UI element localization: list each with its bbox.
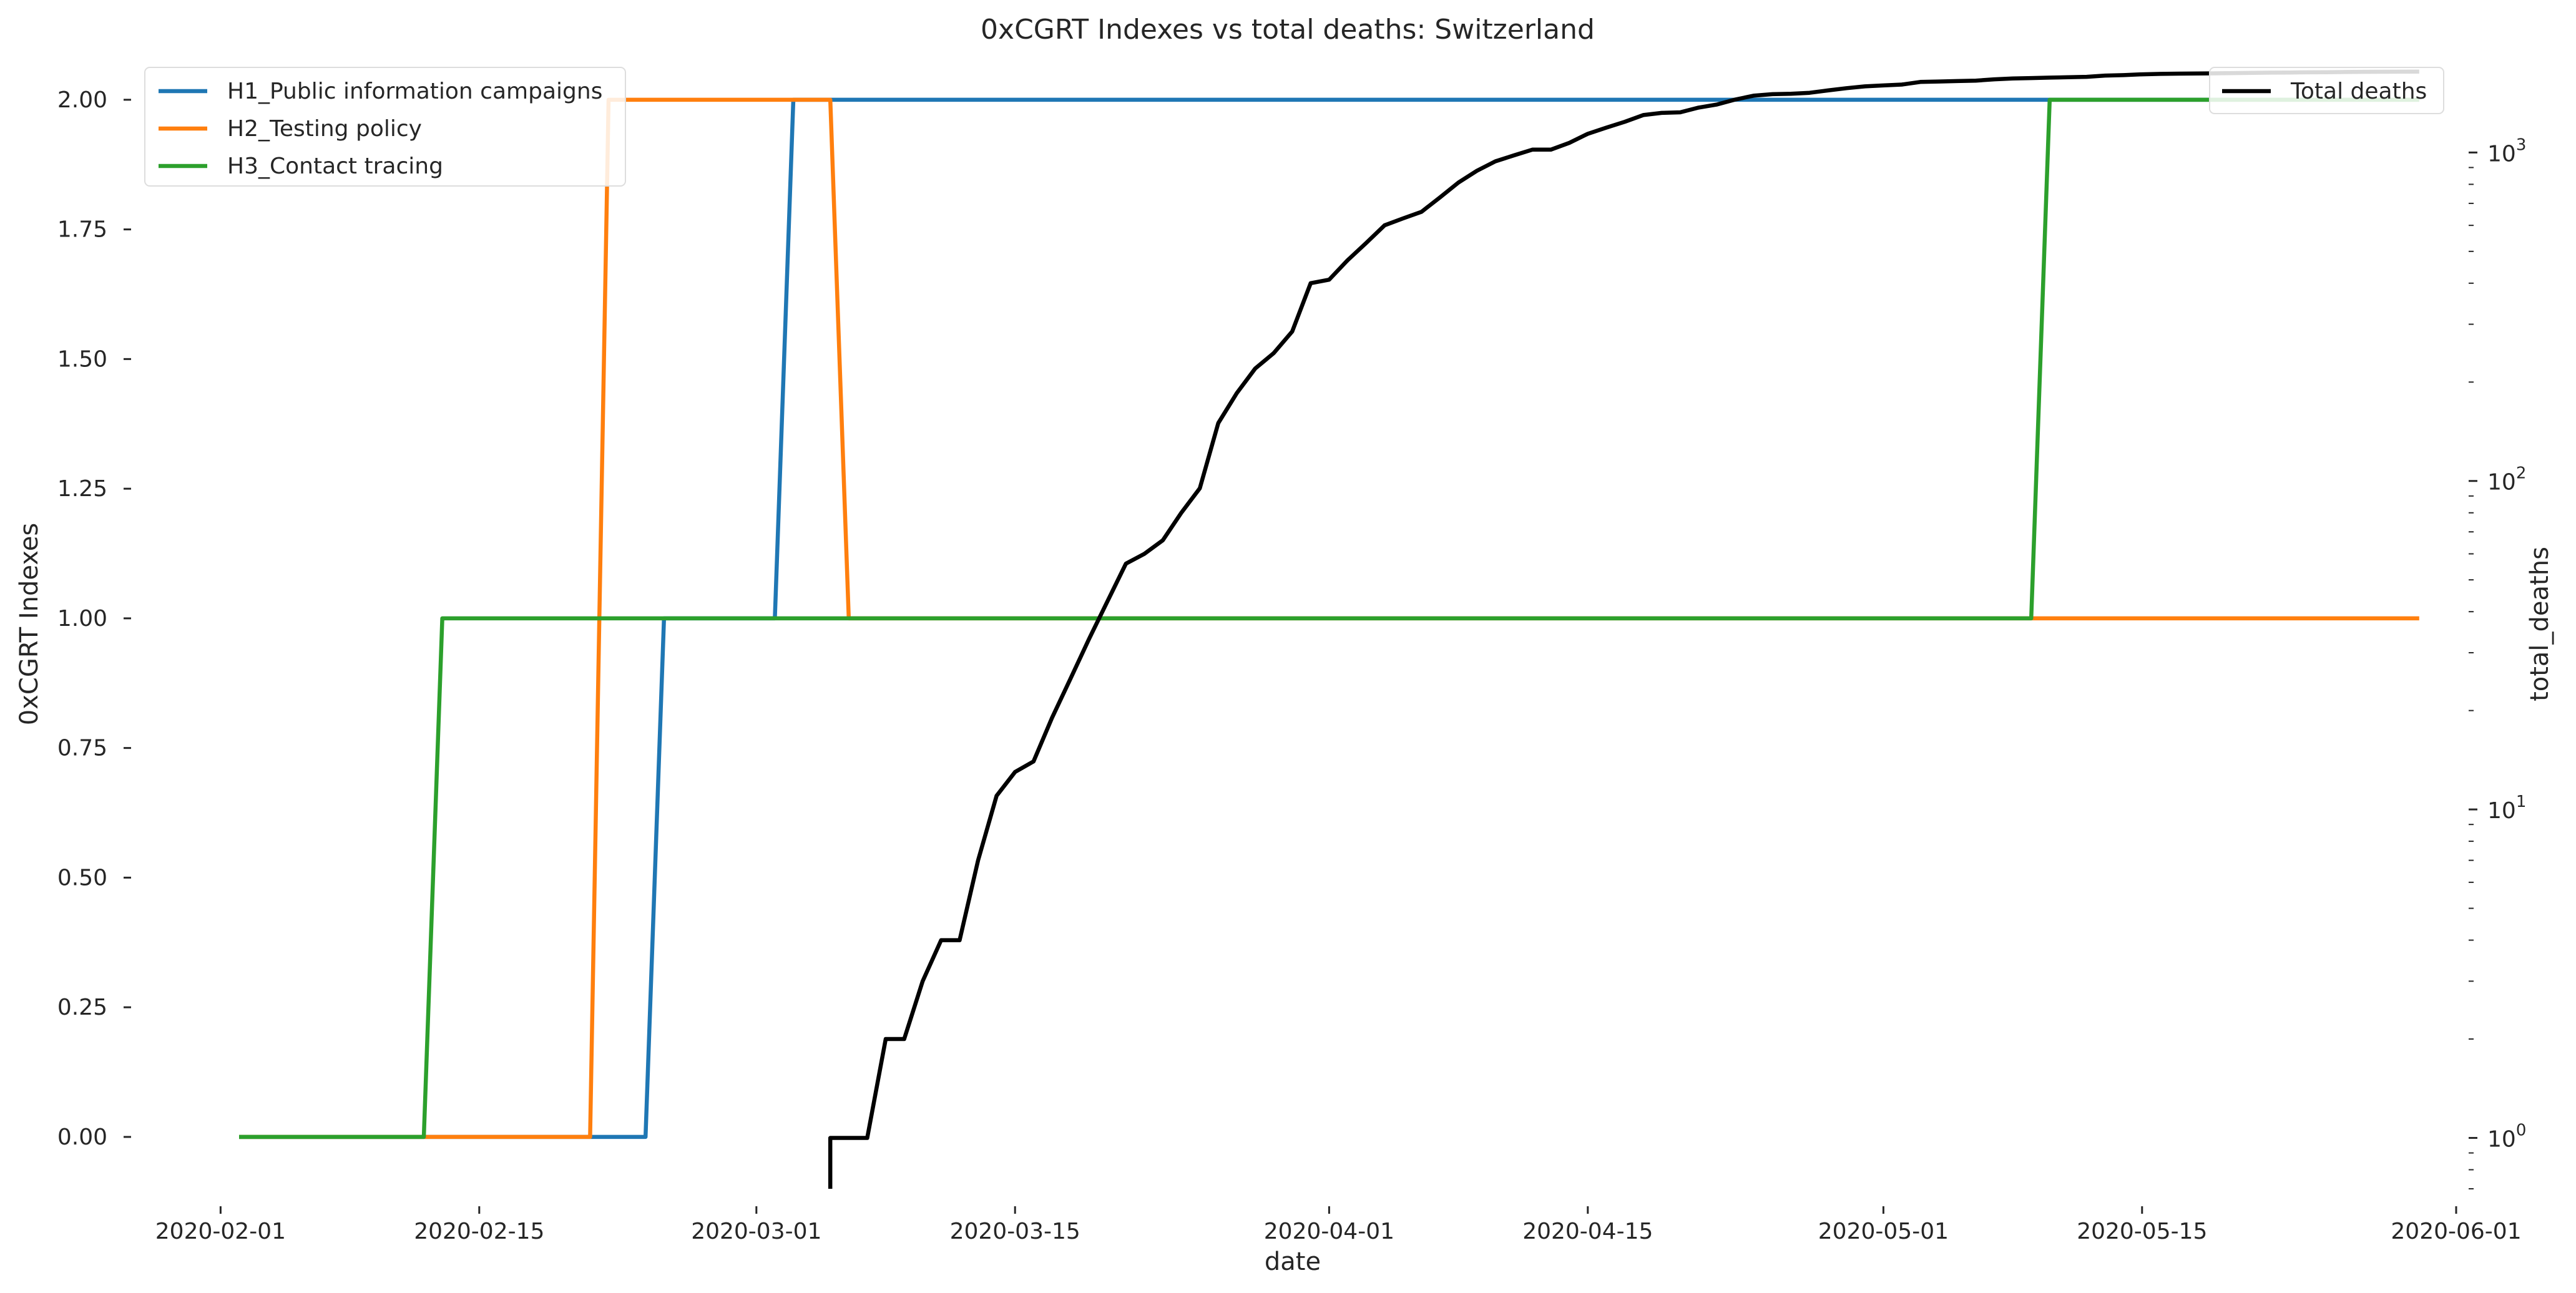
y-tick-label: 1.50	[57, 346, 107, 372]
y-tick-label: 0.25	[57, 995, 107, 1020]
x-tick-label: 2020-05-15	[2077, 1219, 2207, 1244]
y2-tick-base: 10	[2487, 141, 2516, 167]
x-tick-label: 2020-05-01	[1818, 1219, 1949, 1244]
x-tick-label: 2020-02-15	[414, 1219, 544, 1244]
y2-tick-exponent: 2	[2516, 464, 2527, 483]
plot-area	[239, 69, 2419, 1189]
y2-tick-base: 10	[2487, 1126, 2516, 1152]
y-tick-label: 0.00	[57, 1125, 107, 1150]
y2-tick-label: 100	[2487, 1121, 2526, 1152]
legend-label: H3_Contact tracing	[227, 154, 443, 179]
y-tick-label: 2.00	[57, 87, 107, 113]
series-line-3	[239, 97, 2419, 1139]
y-axis-left: 0.00 0.25 0.50 0.75 1.00 1.25 1.50 1.75 2.00	[57, 87, 131, 1150]
legend-label: Total deaths	[2290, 79, 2427, 104]
y2-tick-label: 103	[2487, 135, 2526, 167]
y-tick-label: 0.50	[57, 865, 107, 890]
y2-tick-base: 10	[2487, 470, 2516, 495]
chart-title: 0xCGRT Indexes vs total deaths: Switzerl…	[981, 14, 1595, 46]
y2-tick-label: 102	[2487, 464, 2526, 495]
x-axis: 2020-02-01 2020-02-15 2020-03-01 2020-03-15…	[155, 1206, 2522, 1244]
y-tick-label: 1.00	[57, 606, 107, 632]
x-tick-label: 2020-06-01	[2391, 1219, 2521, 1244]
series-line-4	[828, 69, 2419, 1189]
y-tick-label: 0.75	[57, 736, 107, 761]
legend-left: H1_Public information campaigns H2_Testin…	[144, 67, 626, 187]
legend-label: H1_Public information campaigns	[227, 79, 602, 104]
x-tick-label: 2020-03-15	[950, 1219, 1080, 1244]
x-tick-label: 2020-04-15	[1522, 1219, 1653, 1244]
legend-right-frame	[2209, 67, 2444, 114]
y2-tick-exponent: 0	[2516, 1121, 2527, 1139]
y2-tick-exponent: 3	[2516, 135, 2527, 154]
y2-tick-base: 10	[2487, 798, 2516, 824]
y-axis-left-title: 0xCGRT Indexes	[15, 523, 44, 725]
x-tick-label: 2020-04-01	[1264, 1219, 1394, 1244]
y-axis-right-title: total_deaths	[2525, 547, 2554, 701]
y2-tick-label: 101	[2487, 793, 2526, 824]
legend-right: Total deaths	[2209, 67, 2444, 114]
y-tick-label: 1.25	[57, 476, 107, 502]
x-tick-label: 2020-02-01	[155, 1219, 286, 1244]
y-tick-label: 1.75	[57, 217, 107, 243]
x-axis-title: date	[1265, 1247, 1321, 1276]
legend-label: H2_Testing policy	[227, 116, 422, 142]
x-tick-label: 2020-03-01	[691, 1219, 821, 1244]
legend-left-frame	[144, 67, 626, 187]
y2-tick-exponent: 1	[2516, 793, 2527, 811]
